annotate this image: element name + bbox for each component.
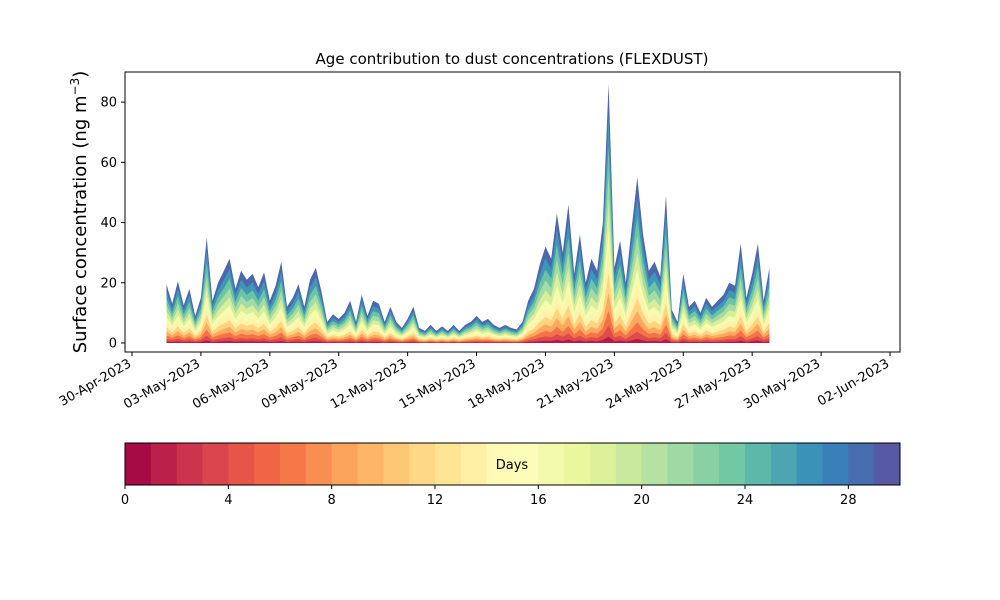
age-band-area	[166, 310, 770, 343]
y-tick-label: 40	[100, 216, 117, 231]
colorbar-level	[176, 443, 203, 485]
colorbar-level	[280, 443, 307, 485]
age-band-area	[166, 325, 770, 343]
plot-area	[166, 84, 770, 343]
colorbar-level	[667, 443, 694, 485]
colorbar-level	[512, 443, 539, 485]
y-axis: 0 20 40 60 80	[100, 96, 125, 351]
age-band-area	[166, 336, 770, 343]
x-tick-label: 06-May-2023	[190, 356, 272, 412]
x-tick-label: 15-May-2023	[397, 356, 479, 412]
x-tick-label: 18-May-2023	[466, 356, 548, 412]
colorbar-level	[564, 443, 591, 485]
colorbar-ticks: 0 4 8 12 16 20 24 28	[121, 485, 857, 508]
plot-frame	[124, 71, 901, 353]
x-tick-label: 09-May-2023	[259, 356, 341, 412]
x-tick-label: 27-May-2023	[673, 356, 755, 412]
y-tick-label: 20	[100, 276, 117, 291]
x-tick-label: 30-May-2023	[741, 356, 823, 412]
colorbar-tick-label: 12	[427, 493, 444, 508]
colorbar-level	[590, 443, 617, 485]
colorbar-tick-label: 4	[224, 493, 232, 508]
colorbar-tick-label: 28	[840, 493, 857, 508]
colorbar-level	[719, 443, 746, 485]
colorbar-tick-label: 20	[633, 493, 650, 508]
colorbar-level	[254, 443, 281, 485]
x-tick-label: 03-May-2023	[121, 356, 203, 412]
colorbar-level	[357, 443, 384, 485]
colorbar-level	[331, 443, 358, 485]
y-axis-label: Surface concentration (ng m−3)	[68, 71, 91, 354]
colorbar-level	[641, 443, 668, 485]
colorbar-level	[796, 443, 823, 485]
y-tick-label: 0	[109, 336, 117, 351]
colorbar-level	[409, 443, 436, 485]
colorbar-level	[770, 443, 798, 485]
colorbar-level	[228, 443, 255, 485]
colorbar-level	[150, 443, 178, 485]
x-tick-label: 02-Jun-2023	[815, 356, 892, 409]
colorbar-level	[435, 443, 462, 485]
colorbar-tick-label: 16	[530, 493, 547, 508]
age-band-area	[166, 293, 770, 343]
x-tick-label: 21-May-2023	[535, 356, 617, 412]
y-tick-label: 80	[100, 96, 117, 111]
colorbar-level	[693, 443, 720, 485]
colorbar-level	[745, 443, 772, 485]
colorbar-level	[848, 443, 875, 485]
colorbar-level	[874, 443, 901, 485]
x-tick-label: 12-May-2023	[328, 356, 410, 412]
x-tick-label: 24-May-2023	[604, 356, 686, 412]
colorbar-level	[538, 443, 565, 485]
chart-title: Age contribution to dust concentrations …	[316, 50, 709, 68]
colorbar-level	[486, 443, 513, 485]
colorbar-level	[383, 443, 410, 485]
colorbar-level	[615, 443, 643, 485]
colorbar-label: Days	[496, 458, 529, 473]
colorbar-frame	[124, 442, 901, 486]
y-tick-label: 60	[100, 156, 117, 171]
colorbar-tick-label: 0	[121, 493, 129, 508]
colorbar-level	[125, 443, 152, 485]
colorbar-level	[460, 443, 488, 485]
colorbar-tick-label: 24	[737, 493, 754, 508]
x-axis: 30-Apr-202303-May-202306-May-202309-May-…	[57, 352, 892, 412]
colorbar-level	[822, 443, 849, 485]
colorbar-tick-label: 8	[328, 493, 336, 508]
colorbar-level	[305, 443, 333, 485]
colorbar-level	[202, 443, 229, 485]
colorbar	[125, 443, 901, 485]
